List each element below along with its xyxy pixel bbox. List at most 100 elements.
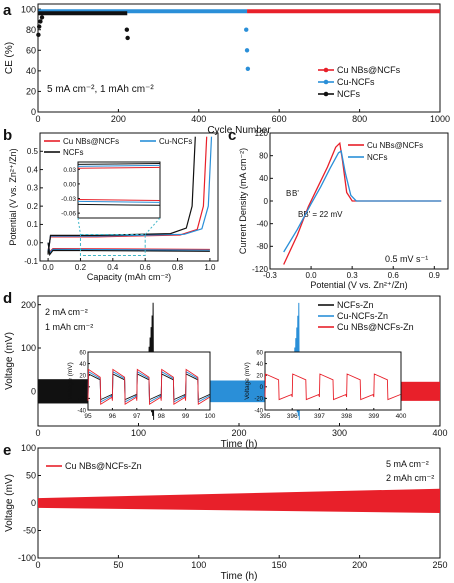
c-x-tick-label: 0.9 [429,271,441,280]
a-y-axis-label: CE (%) [4,42,15,74]
panel-c-label-bprime: B' [292,189,299,198]
legend-ncfs-label: NCFs [337,89,360,99]
e-x-tick-label: 50 [113,560,123,570]
b-y-tick-label: 0.1 [27,220,39,229]
inset-x-tick-label: 396 [287,413,298,420]
legend-cu-nbs-ncfs-zn-label: Cu NBs@NCFs-Zn [337,322,414,332]
data-point [245,66,251,72]
panel-e-condition-2: 2 mAh cm⁻² [386,473,434,483]
c-y-tick-label: 120 [255,129,269,138]
inset-x-tick-label: 397 [314,413,325,420]
panel-d-letter: d [3,290,12,307]
a-axes-frame [37,3,441,113]
panel-b: b 0.0 0.2 0.4 0.6 0.8 1.0 -0.1 0.0 0.1 0.2 0.3 0.4 0… [3,127,219,282]
e-x-tick-label: 0 [35,560,40,570]
inset-x-tick-label: 97 [133,413,141,420]
panel-e: e 5 mA cm⁻² 2 mAh cm⁻² 0 50 100 150 200 250 -1… [3,442,448,582]
legend-cu-nbs-ncfs-label: Cu NBs@NCFs [367,141,423,150]
inset-curve [77,164,161,167]
legend-ncfs-label: NCFs [367,153,387,162]
panel-d: d 2 mA cm⁻² 1 mAh cm⁻² 0 100 200 300 4000100… [3,290,448,450]
a-x-axis-label: Cycle Number [207,125,271,136]
panel-a-letter: a [3,2,12,19]
b-x-tick-label: 1.0 [204,263,216,272]
b-y-tick-label: -0.1 [24,257,38,266]
inset-curve [77,163,161,165]
e-y-tick-label: 0 [31,498,36,508]
a-x-tick-label: 600 [272,114,287,124]
panel-a-condition: 5 mA cm⁻², 1 mAh cm⁻² [47,84,154,95]
a-y-tick-label: 40 [26,66,36,76]
a-y-tick-label: 0 [31,107,36,117]
c-x-tick-label: 0.3 [347,271,359,280]
b-x-tick-label: 0.8 [172,263,184,272]
inset-b: 0.03 0.00 -0.03 -0.06 [61,161,161,219]
legend-cu-nbs-ncfs-label: Cu NBs@NCFs [63,137,119,146]
data-point [36,32,41,38]
zoom-connector [144,217,161,235]
inset-x-tick-label: 399 [368,413,379,420]
a-x-tick-label: 200 [111,114,126,124]
legend-cu-nbs-ncfs-zn-label: Cu NBs@NCFs-Zn [65,461,142,471]
inset-y-axis-label: Voltage (mV) [244,362,251,400]
b-y-tick-label: 0.4 [27,165,39,174]
e-y-tick-label: 100 [21,443,36,453]
inset-voltage-curve [87,368,210,406]
inset-y-tick-label: 20 [79,374,86,380]
e-y-tick-label: -50 [23,526,36,536]
b-x-tick-label: 0.0 [43,263,55,272]
panel-d-condition-2: 1 mAh cm⁻² [45,322,93,332]
series-ncfs [47,136,210,257]
inset-y-tick-label: 0.03 [63,167,76,174]
legend-cu-ncfs-label: Cu-NCFs [159,137,192,146]
inset-y-tick-label: -20 [77,397,86,403]
c-x-axis-label: Potential (V vs. Zn²⁺/Zn) [310,280,407,290]
inset-x-tick-label: 98 [158,413,166,420]
inset-y-axis-label: Voltage (mV) [67,362,74,400]
c-x-tick-label: -0.3 [263,271,277,280]
cv-curve [283,150,442,253]
d-x-tick-label: 200 [231,428,246,438]
inset-y-tick-label: 0.00 [63,181,76,188]
b-y-tick-label: 0.0 [27,239,39,248]
c-x-tick-label: 0.6 [388,271,400,280]
b-axes-frame [39,132,219,262]
data-point [39,15,45,20]
c-y-tick-label: 80 [259,151,268,160]
inset-y-tick-label: 0 [260,385,264,391]
inset-y-tick-label: -40 [254,408,263,414]
legend-cu-nbs-ncfs-marker [323,67,329,73]
a-x-tick-label: 0 [35,114,40,124]
a-y-tick-label: 80 [26,25,36,35]
data-point [124,27,130,32]
legend-ncfs-marker [323,91,329,97]
d-x-tick-label: 300 [332,428,347,438]
charge-curve [47,136,196,255]
b-y-axis-label: Potential (V vs. Zn²⁺/Zn) [8,148,18,245]
a-x-tick-label: 1000 [430,114,450,124]
b-x-axis-label: Capacity (mAh cm⁻²) [87,272,171,282]
b-x-tick-label: 0.6 [140,263,152,272]
inset-x-tick-label: 95 [84,413,92,420]
data-point [125,35,130,41]
d-x-tick-label: 0 [35,428,40,438]
b-x-tick-label: 0.2 [75,263,87,272]
e-x-tick-label: 200 [352,560,367,570]
panel-c-bb-text: BB' = 22 mV [298,210,343,219]
inset-y-tick-label: 60 [79,350,86,356]
inset-y-tick-label: -40 [77,408,86,414]
panel-c-letter: c [228,127,236,144]
zoom-connector [77,217,81,235]
panel-c-label-b: B [286,189,291,198]
inset-d-2: 395 396 397 398 399 400 -40 -20 0 20 40 60 Voltage (… [244,350,407,420]
panel-e-condition-1: 5 mA cm⁻² [386,459,429,469]
inset-x-tick-label: 96 [109,413,117,420]
d-y-tick-label: 100 [21,343,36,353]
d-x-tick-label: 400 [432,428,447,438]
inset-curve [77,200,161,203]
legend-cu-ncfs-marker [323,79,329,85]
c-y-tick-label: -80 [256,242,268,251]
zoom-box [79,233,146,257]
e-x-tick-label: 150 [272,560,287,570]
